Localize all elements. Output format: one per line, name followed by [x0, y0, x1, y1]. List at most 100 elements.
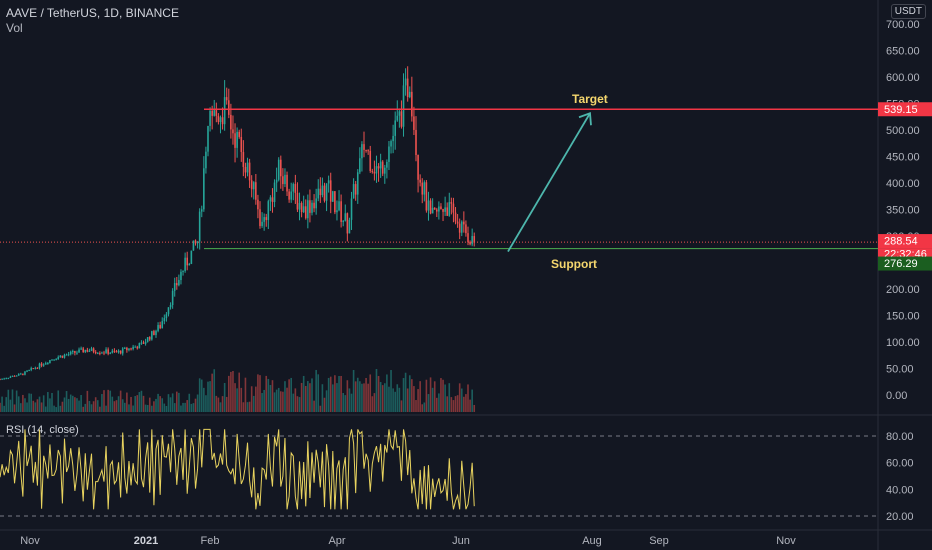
volume-bar	[400, 400, 403, 412]
volume-bar	[173, 403, 176, 412]
volume-bar	[452, 400, 455, 412]
volume-bar	[74, 397, 76, 412]
candle-body	[42, 364, 45, 366]
candle-body	[159, 325, 161, 329]
volume-bar	[242, 402, 245, 412]
candle-body	[78, 349, 80, 353]
volume-bar	[286, 387, 288, 412]
rsi-legend[interactable]: RSI (14, close)	[6, 424, 79, 436]
currency-label[interactable]: USDT	[890, 4, 926, 19]
volume-bar	[207, 381, 209, 412]
candle-body	[290, 191, 292, 200]
candle-body	[84, 349, 87, 353]
volume-bar	[138, 392, 141, 412]
candle-body	[252, 182, 255, 190]
candle-body	[51, 359, 53, 361]
candle-body	[217, 115, 220, 123]
volume-bar	[307, 381, 309, 412]
candle-body	[209, 110, 211, 126]
volume-bar	[304, 385, 307, 412]
candle-body	[356, 172, 359, 195]
volume-bar	[238, 372, 240, 412]
candle-body	[288, 191, 290, 200]
volume-bar	[3, 405, 5, 412]
volume-bar	[429, 377, 432, 412]
volume-bar	[99, 406, 101, 412]
volume-bar	[365, 377, 367, 412]
candle-body	[236, 131, 238, 148]
volume-bar	[267, 378, 270, 412]
volume-bar	[334, 375, 336, 412]
candle-body	[400, 111, 403, 127]
price-tick-label: 450.00	[886, 152, 920, 164]
volume-bar	[381, 385, 384, 412]
volume-bar	[300, 382, 303, 412]
volume-bar	[69, 394, 72, 412]
candle-body	[32, 368, 35, 370]
volume-bar	[259, 375, 261, 412]
candle-body	[456, 221, 459, 224]
volume-bar	[96, 400, 99, 412]
volume-bar	[288, 379, 290, 412]
candle-body	[82, 348, 84, 353]
volume-bar	[209, 381, 211, 412]
candle-body	[340, 201, 342, 222]
volume-bar	[165, 405, 168, 412]
volume-bar	[386, 374, 388, 412]
candle-body	[105, 349, 107, 353]
time-axis-label: 2021	[134, 535, 158, 547]
trend-arrow	[507, 112, 591, 253]
volume-bar	[342, 393, 344, 412]
candle-body	[255, 182, 257, 200]
candle-body	[40, 363, 43, 366]
volume-bar	[390, 370, 392, 412]
support-annotation: Support	[551, 257, 597, 271]
volume-bar	[51, 392, 53, 412]
volume-bar	[419, 381, 421, 412]
candle-body	[336, 210, 338, 213]
candle-body	[119, 350, 122, 354]
volume-bar	[169, 397, 172, 412]
candle-body	[176, 283, 178, 286]
volume-bar	[53, 405, 55, 412]
candle-body	[223, 97, 226, 125]
candle-body	[369, 150, 372, 171]
volume-bar	[311, 378, 313, 412]
volume-bar	[84, 403, 87, 412]
symbol-title[interactable]: AAVE / TetherUS, 1D, BINANCE	[6, 6, 179, 20]
candle-body	[319, 188, 322, 196]
volume-bar	[15, 390, 18, 412]
volume-bar	[469, 399, 471, 412]
candle-body	[440, 206, 442, 209]
candle-body	[22, 373, 24, 375]
candle-body	[215, 110, 218, 116]
rsi-line	[0, 428, 475, 510]
candle-body	[63, 354, 66, 358]
volume-bar	[113, 401, 116, 412]
candle-body	[365, 149, 367, 151]
volume-bar	[273, 392, 276, 412]
volume-bar	[440, 378, 442, 412]
volume-bar	[142, 395, 145, 412]
candle-body	[460, 221, 463, 233]
candle-body	[286, 174, 288, 192]
volume-bar	[302, 375, 305, 412]
candle-body	[348, 219, 351, 234]
volume-bar	[200, 379, 203, 412]
candle-body	[44, 363, 47, 365]
volume-bar	[161, 398, 164, 412]
candle-body	[148, 337, 151, 340]
volume-bar	[88, 401, 91, 412]
volume-bar	[178, 392, 180, 412]
candle-body	[386, 161, 388, 168]
candle-body	[381, 161, 384, 174]
candle-body	[157, 325, 159, 331]
volume-legend[interactable]: Vol	[6, 21, 23, 35]
candle-body	[250, 180, 253, 190]
candle-body	[309, 200, 311, 213]
candle-body	[271, 197, 274, 203]
candle-body	[248, 162, 251, 181]
volume-bar	[458, 383, 461, 412]
target-annotation: Target	[572, 92, 608, 106]
